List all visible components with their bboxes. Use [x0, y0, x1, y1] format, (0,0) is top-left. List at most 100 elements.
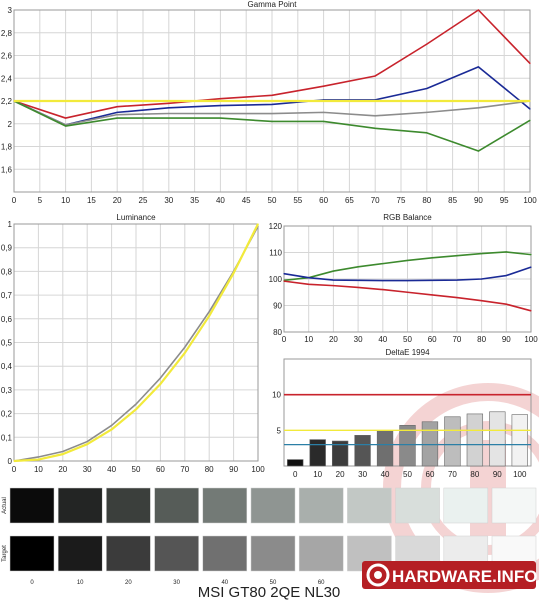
bar-60: [421, 421, 439, 467]
y-tick-label: 80: [273, 328, 282, 337]
data-point-gray: [62, 450, 64, 453]
data-point-red: [374, 75, 376, 77]
actual-swatch: [443, 487, 489, 524]
data-point-blue: [431, 279, 433, 281]
data-point-red: [219, 98, 221, 100]
data-point-yellow: [257, 223, 259, 225]
data-point-red: [357, 286, 359, 289]
data-point-blue: [505, 274, 507, 277]
data-point-green: [456, 255, 458, 257]
data-point-green: [219, 117, 221, 119]
data-point-gray: [37, 456, 40, 458]
data-point-red: [406, 291, 409, 293]
data-point-green: [323, 120, 325, 123]
data-point-green: [332, 270, 334, 272]
actual-swatch: [347, 487, 392, 524]
luminance-chart: 00,10,20,30,40,50,60,70,80,910 10 20 30 40 50…: [1, 213, 265, 474]
data-point-yellow: [65, 100, 67, 102]
data-point-blue: [529, 108, 531, 110]
data-point-blue: [308, 277, 310, 279]
deltae-1994-chart: 5 10 DeltaE 1994 0 10 20 30 40 50 60 70 80 90 100: [272, 348, 532, 479]
grayscale-swatches: Actual Target 0 10 20 30 40 50 60: [2, 487, 537, 586]
x-tick-label: 50: [268, 196, 277, 205]
data-point-red: [382, 289, 384, 291]
x-tick-label: 10: [61, 196, 70, 205]
data-point-blue: [283, 273, 285, 275]
x-tick-label: 75: [397, 196, 406, 205]
data-point-yellow: [86, 443, 88, 445]
data-point-yellow: [13, 460, 15, 462]
data-point-blue: [406, 279, 409, 282]
y-tick-label: 100: [269, 275, 283, 284]
data-point-yellow: [184, 352, 186, 354]
y-tick-label: 120: [269, 222, 283, 231]
data-point-red: [65, 117, 67, 119]
y-tick-label: 2,8: [1, 29, 13, 38]
gamma-point-chart: 1,61,822,22,42,62,830 5 10 15 20 25 30 35 40 45 50…: [1, 0, 537, 205]
target-swatch: [106, 535, 151, 572]
data-point-yellow: [208, 315, 210, 317]
hardware-info-logo: HARDWARE.INFO: [362, 561, 537, 589]
x-tick-label: 40: [216, 196, 225, 205]
data-point-red: [477, 9, 479, 11]
data-point-red: [481, 300, 483, 302]
swatch-label: 40: [221, 580, 228, 586]
actual-swatch: [154, 487, 199, 524]
data-point-yellow: [233, 272, 235, 274]
data-point-gray: [116, 114, 118, 116]
actual-swatch: [106, 487, 151, 524]
x-tick-label: 60: [319, 196, 328, 205]
chart-title: DeltaE 1994: [385, 348, 430, 357]
data-point-yellow: [159, 383, 161, 385]
x-tick-label: 40: [381, 470, 390, 479]
x-tick-label: 80: [470, 470, 479, 479]
bar-70: [444, 416, 461, 467]
swatch-row-label: Target: [2, 545, 8, 562]
x-tick-label: 5: [38, 196, 43, 205]
data-point-gray: [111, 424, 113, 427]
swatch-label: 20: [125, 580, 132, 586]
x-tick-label: 20: [329, 335, 338, 344]
x-tick-label: 0: [12, 196, 17, 205]
x-tick-label: 90: [493, 470, 502, 479]
data-point-red: [168, 102, 170, 104]
x-tick-label: 50: [403, 470, 412, 479]
data-point-gray: [426, 111, 428, 113]
data-point-gray: [168, 112, 170, 115]
data-point-blue: [332, 279, 334, 281]
plot-area: [283, 225, 532, 333]
chart-caption: MSI GT80 2QE NL30: [198, 584, 341, 600]
data-point-gray: [159, 377, 161, 379]
data-point-blue: [481, 278, 483, 280]
x-tick-label: 70: [452, 335, 461, 344]
x-tick-label: 100: [524, 335, 538, 344]
x-tick-label: 70: [448, 470, 457, 479]
data-point-red: [529, 62, 531, 65]
y-tick-label: 2,2: [1, 97, 13, 106]
x-tick-label: 0: [282, 335, 287, 344]
y-tick-label: 0,3: [1, 386, 13, 395]
x-tick-label: 30: [354, 335, 363, 344]
actual-swatch: [491, 487, 537, 524]
data-point-yellow: [426, 100, 428, 102]
data-point-yellow: [135, 408, 137, 410]
data-point-green: [530, 254, 532, 256]
x-tick-label: 85: [448, 196, 457, 205]
data-point-blue: [357, 279, 359, 281]
data-point-gray: [219, 112, 221, 115]
x-tick-label: 10: [34, 465, 43, 474]
data-point-red: [431, 294, 433, 296]
data-point-red: [456, 296, 458, 299]
x-tick-label: 95: [500, 196, 509, 205]
data-point-yellow: [62, 453, 64, 455]
data-point-green: [477, 150, 479, 152]
x-tick-label: 10: [313, 470, 322, 479]
data-point-blue: [426, 87, 428, 90]
data-point-gray: [374, 115, 376, 117]
x-tick-label: 0: [12, 465, 17, 474]
target-swatch: [57, 535, 103, 572]
data-point-red: [283, 280, 285, 282]
swatch-row-label: Actual: [2, 497, 8, 514]
data-point-gray: [323, 111, 325, 113]
x-tick-label: 100: [513, 470, 527, 479]
